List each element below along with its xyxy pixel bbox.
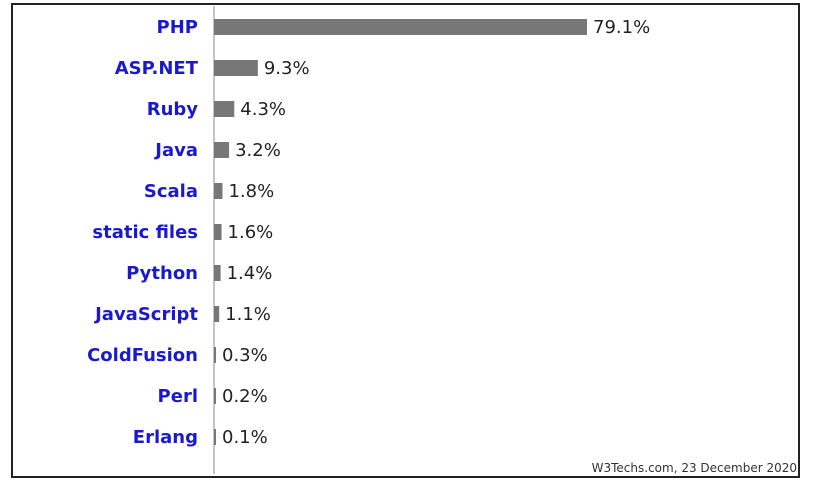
bar <box>214 224 222 240</box>
category-label[interactable]: Scala <box>144 181 198 202</box>
category-label[interactable]: Ruby <box>147 99 199 120</box>
category-label[interactable]: ASP.NET <box>115 58 199 79</box>
bar <box>214 429 216 445</box>
category-label[interactable]: ColdFusion <box>87 345 198 366</box>
bar <box>214 306 220 322</box>
value-label: 4.3% <box>240 99 286 120</box>
chart-frame <box>11 3 800 478</box>
bar <box>214 19 587 35</box>
value-label: 1.4% <box>227 263 273 284</box>
bar <box>214 183 223 199</box>
category-label[interactable]: Erlang <box>133 427 198 448</box>
bar <box>214 265 221 281</box>
value-label: 1.1% <box>225 304 271 325</box>
category-label[interactable]: static files <box>92 222 198 243</box>
category-label[interactable]: Java <box>153 140 198 161</box>
bar <box>214 347 216 363</box>
category-label[interactable]: Python <box>126 263 198 284</box>
divider <box>11 476 800 478</box>
value-label: 1.6% <box>228 222 274 243</box>
source-note: W3Techs.com, 23 December 2020 <box>592 461 797 475</box>
value-label: 3.2% <box>235 140 281 161</box>
value-label: 0.3% <box>222 345 268 366</box>
bar <box>214 60 258 76</box>
bar <box>214 101 235 117</box>
value-label: 0.1% <box>222 427 268 448</box>
category-label[interactable]: PHP <box>157 17 198 38</box>
value-label: 0.2% <box>222 386 268 407</box>
value-label: 1.8% <box>228 181 274 202</box>
value-label: 79.1% <box>593 17 650 38</box>
bar <box>214 388 216 404</box>
bar <box>214 142 230 158</box>
category-label[interactable]: Perl <box>158 386 198 407</box>
category-label[interactable]: JavaScript <box>93 304 198 325</box>
value-label: 9.3% <box>264 58 310 79</box>
